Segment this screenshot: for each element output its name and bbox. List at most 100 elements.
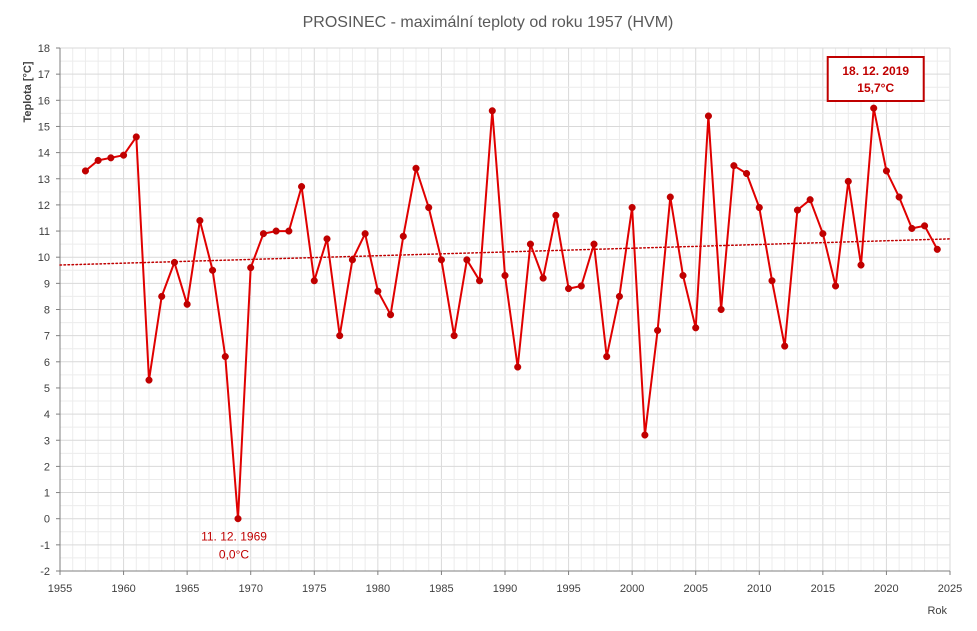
data-point [132,133,140,141]
data-point [221,353,229,361]
x-tick-label: 2020 [874,583,898,595]
y-tick-label: 16 [38,95,50,107]
data-point [895,193,903,201]
x-tick-label: 2010 [747,583,771,595]
x-tick-label: 1990 [493,583,517,595]
data-point [615,292,623,300]
data-point [247,264,255,272]
x-tick-label: 1975 [302,583,326,595]
data-point [692,324,700,332]
x-tick-label: 2025 [938,583,962,595]
series-line [84,107,939,520]
data-point [348,256,356,264]
grid [60,47,951,571]
data-point [552,211,560,219]
y-axis-title: Teplota [°C] [22,61,34,122]
annotation-value: 0,0°C [219,548,249,562]
annotation-box [826,56,925,102]
data-point [819,230,827,238]
data-point [437,256,445,264]
data-point [526,240,534,248]
y-tick-label: 9 [44,278,50,290]
data-point [310,277,318,285]
data-point [844,177,852,185]
data-point [793,206,801,214]
chart-title: PROSINEC - maximální teploty od roku 195… [303,14,674,31]
data-point [158,292,166,300]
data-point [679,271,687,280]
y-tick-label: 13 [38,174,50,186]
y-tick-label: 1 [44,488,50,500]
trendline-group [59,238,951,266]
data-point [501,271,509,280]
y-tick-label: 15 [38,121,50,133]
y-tick-label: 5 [44,383,50,395]
data-point [514,363,522,371]
annotation-value: 15,7°C [857,81,894,95]
data-point [755,203,763,212]
data-point [857,261,865,269]
data-point [425,203,433,212]
y-tick-label: 11 [39,226,50,238]
data-point [577,282,585,290]
x-tick-label: 1995 [556,583,580,595]
data-point [196,217,204,225]
data-point [412,164,420,172]
y-tick-label: 18 [38,43,50,55]
data-point [641,431,649,439]
data-point [666,193,674,201]
data-point [209,266,217,274]
series-group [81,104,941,523]
x-tick-label: 2015 [811,583,835,595]
data-point [488,107,496,115]
data-point [285,227,293,235]
y-tick-label: 7 [44,331,50,343]
x-tick-label: 1955 [48,583,72,595]
data-point [183,300,191,308]
x-axis-title: Rok [927,605,947,617]
y-tick-label: 8 [44,305,50,317]
data-point [336,332,344,340]
data-point [539,274,547,282]
data-point [259,230,267,238]
data-point [374,287,382,295]
data-point [120,151,128,159]
data-point [781,342,789,350]
data-point [704,112,712,120]
annotation-date: 11. 12. 1969 [201,530,267,544]
data-point [730,162,738,170]
data-point [107,154,115,162]
data-point [463,256,471,264]
y-tick-label: 4 [44,409,50,421]
data-point [94,156,102,164]
data-point [234,515,242,523]
data-point [272,227,280,235]
y-tick-label: 12 [38,200,50,212]
y-tick-label: 3 [44,435,50,447]
data-point [603,353,611,361]
annotations-group: 11. 12. 1969 0,0°C 18. 12. 2019 15,7°C [201,56,925,562]
data-point [628,203,636,212]
y-tick-label: 17 [38,69,50,81]
data-point [298,183,306,191]
data-point [870,104,878,112]
data-point [908,224,916,232]
data-point [361,230,369,238]
x-tick-label: 2000 [620,583,644,595]
data-point [399,232,407,240]
x-tick-label: 2005 [683,583,707,595]
y-tick-label: 6 [44,357,50,369]
data-point [450,332,458,340]
x-tick-label: 1970 [238,583,262,595]
data-point [921,222,929,230]
data-point [565,285,573,293]
data-point [832,282,840,290]
y-tick-label: 0 [44,514,50,526]
data-point [768,277,776,285]
data-point [387,311,395,319]
y-tick-label: 10 [38,252,50,264]
data-point [323,235,331,243]
